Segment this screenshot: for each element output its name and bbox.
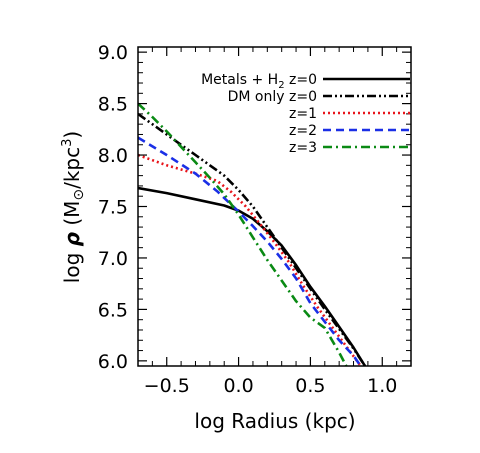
x-tick-label: −0.5: [144, 375, 190, 397]
legend-label-post: z=0: [285, 72, 317, 88]
legend-label-1: DM only z=0: [228, 89, 317, 105]
series-line-2: [138, 153, 362, 366]
y-tick-label: 6.0: [98, 351, 128, 373]
legend-label-3: z=2: [289, 123, 317, 139]
legend-label-post: z=2: [289, 123, 317, 139]
x-tick-label: 1.0: [367, 375, 397, 397]
y-tick-label: 9.0: [98, 42, 128, 64]
legend-label-0: Metals + H2 z=0: [201, 72, 317, 91]
x-tick-label: 0.5: [295, 375, 325, 397]
y-axis-label: log ρ (M⊙/kpc3): [60, 131, 87, 283]
series-line-1: [138, 112, 367, 366]
series-line-3: [138, 136, 362, 366]
y-axis-label-pre: log: [60, 246, 84, 283]
y-tick-label: 7.5: [98, 197, 128, 219]
series-layer: [138, 102, 367, 366]
legend-label-sub: 2: [278, 80, 284, 91]
legend-label-pre: Metals + H: [201, 72, 278, 88]
y-tick-label: 8.5: [98, 94, 128, 116]
legend-label-post: z=1: [289, 106, 317, 122]
ticks-layer: −0.5 0.0 0.5 1.0 6.0 6.5 7.0 7.5 8.0 8.5 9.0: [98, 42, 412, 397]
y-tick-label: 8.0: [98, 145, 128, 167]
x-tick-label: 0.0: [223, 375, 253, 397]
series-line-0: [138, 186, 367, 366]
legend-label-2: z=1: [289, 106, 317, 122]
y-axis-label-exp: 3: [60, 139, 75, 147]
legend-label-post: z=3: [289, 140, 317, 156]
legend: Metals + H2 z=0DM only z=0z=1z=2z=3: [201, 72, 410, 156]
y-axis-label-close: ): [60, 131, 84, 139]
legend-label-4: z=3: [289, 140, 317, 156]
y-tick-label: 7.0: [98, 248, 128, 270]
legend-label-pre: DM only: [228, 89, 285, 105]
y-axis-label-sun: ⊙: [71, 189, 87, 201]
y-axis-label-open: (M: [60, 201, 84, 232]
y-tick-label: 6.5: [98, 299, 128, 321]
y-axis-label-mid: /kpc: [60, 147, 84, 189]
y-axis-label-rho: ρ: [60, 232, 84, 246]
legend-label-post: z=0: [285, 89, 317, 105]
x-axis-label: log Radius (kpc): [194, 409, 355, 433]
